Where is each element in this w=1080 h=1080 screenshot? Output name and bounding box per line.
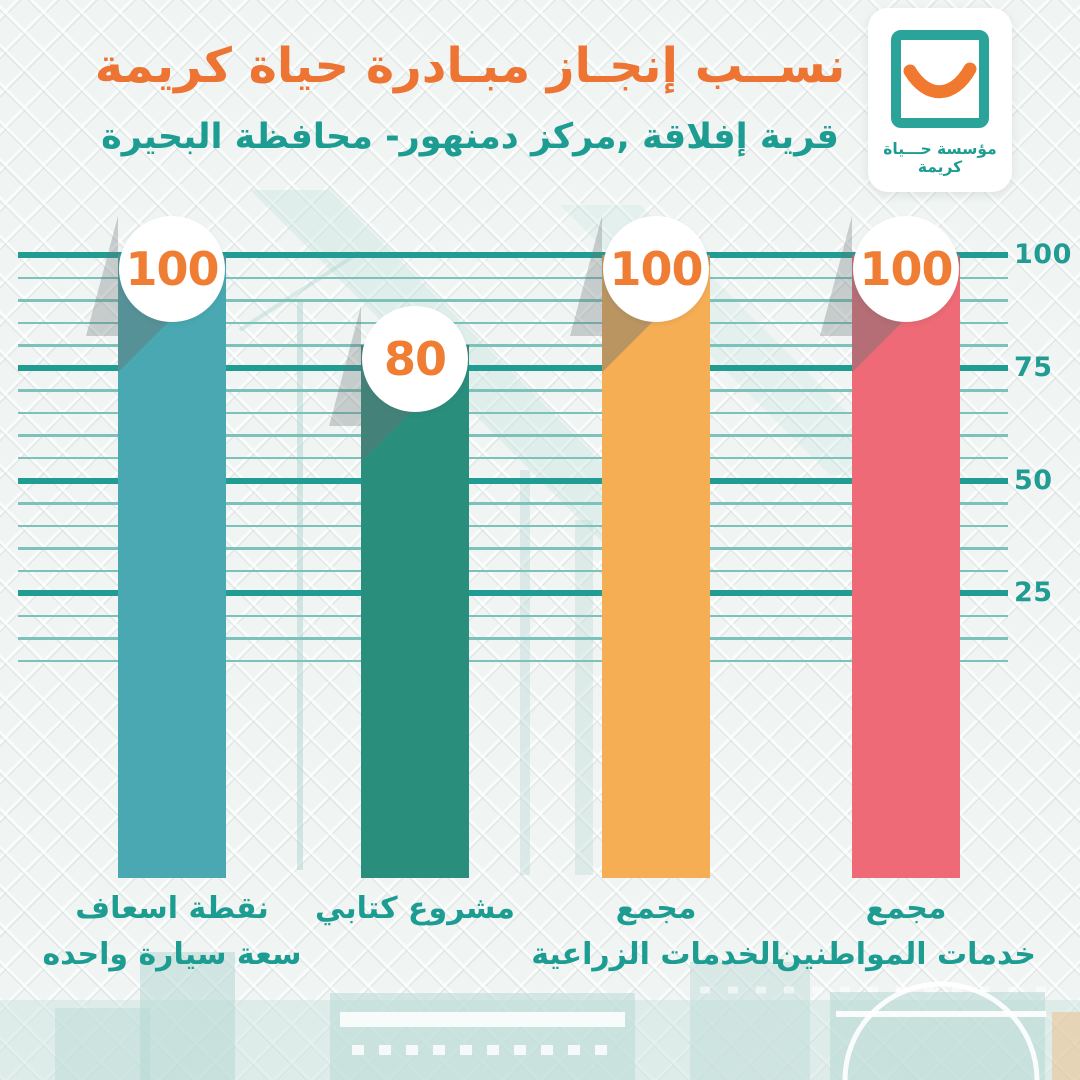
gridline-minor — [18, 456, 1008, 460]
gridline-minor — [18, 637, 1008, 640]
logo-caption: مؤسسة حـــياة كريمة — [883, 140, 997, 176]
bar-value-bubble: 100 — [119, 216, 225, 322]
gridline-minor — [18, 299, 1008, 302]
bar-category-label-line: نقطة اسعاف — [75, 891, 269, 926]
logo-smile-icon — [891, 30, 989, 128]
gridline-minor — [18, 344, 1008, 347]
bar-value-bubble: 100 — [603, 216, 709, 322]
bar-4: 100 — [820, 216, 960, 878]
gridline-minor — [18, 502, 1008, 505]
gridline-minor — [18, 411, 1008, 415]
bar-category-label-line: مجمع — [865, 891, 947, 926]
bar-value-label: 100 — [859, 242, 953, 296]
gridline-minor — [18, 569, 1008, 573]
gridline-minor — [18, 614, 1008, 618]
bar-category-label: مجمع خدمات المواطنين — [771, 886, 1041, 978]
gridline-minor — [18, 547, 1008, 550]
bar-category-label-line: مجمع — [615, 891, 697, 926]
bar-2: 80 — [329, 306, 469, 878]
y-axis-tick-label: 75 — [1014, 351, 1053, 383]
page-title: نســب إنجـاز مبـادرة حياة كريمة — [94, 38, 846, 94]
gridline-minor — [18, 524, 1008, 528]
gridline-minor — [18, 276, 1008, 280]
y-axis-tick-label: 25 — [1014, 577, 1053, 609]
bar-1: 100 — [86, 216, 226, 878]
bar-value-bubble: 100 — [853, 216, 959, 322]
bar-category-label: نقطة اسعاف سعة سيارة واحده — [37, 886, 307, 978]
bar-value-bubble: 80 — [362, 306, 468, 413]
logo: مؤسسة حـــياة كريمة — [868, 8, 1012, 192]
gridline-major — [18, 590, 1008, 597]
bar-category-label-line: خدمات المواطنين — [776, 937, 1036, 972]
bar-value-label: 100 — [125, 242, 219, 296]
gridline-minor — [18, 389, 1008, 392]
header: نســب إنجـاز مبـادرة حياة كريمة قرية إفل… — [40, 34, 900, 162]
bar-value-label: 80 — [383, 332, 447, 387]
bar-value-label: 100 — [609, 242, 703, 296]
gridline-minor — [18, 659, 1008, 663]
gridline-major — [18, 477, 1008, 484]
bar-category-label-line: الخدمات الزراعية — [531, 937, 781, 972]
y-axis-tick-label: 100 — [1014, 239, 1072, 270]
page-subtitle: قرية إفلاقة ,مركز دمنهور- محافظة البحيرة — [101, 117, 839, 157]
gridline-major — [18, 252, 1008, 258]
gridline-minor — [18, 321, 1008, 325]
bar-category-label: مشروع كتابي — [280, 886, 550, 932]
bar-3: 100 — [570, 216, 710, 878]
bar-category-label-line: مشروع كتابي — [315, 891, 515, 926]
bar-category-label: مجمع الخدمات الزراعية — [521, 886, 791, 978]
y-axis-tick-label: 50 — [1014, 464, 1053, 496]
gridline-minor — [18, 434, 1008, 437]
bar-category-label-line: سعة سيارة واحده — [42, 937, 302, 972]
gridline-major — [18, 364, 1008, 371]
